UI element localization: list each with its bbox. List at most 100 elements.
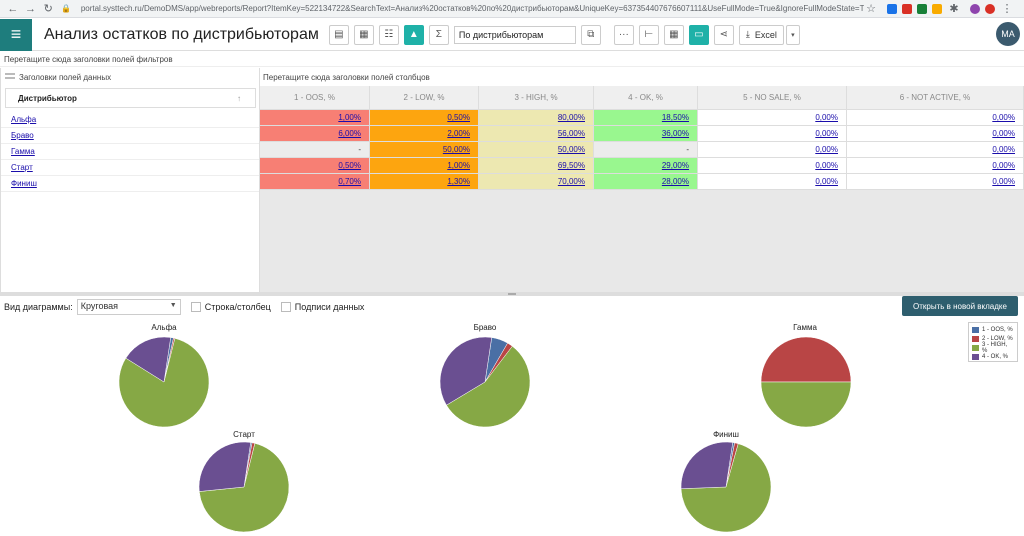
table-view-icon[interactable]: ▦ bbox=[353, 24, 374, 45]
cell-value-link[interactable]: 0,00% bbox=[992, 129, 1015, 138]
cell-value-link[interactable]: 70,00% bbox=[557, 177, 585, 186]
pie-slice[interactable] bbox=[760, 336, 852, 383]
cell-value-link[interactable]: 0,00% bbox=[992, 161, 1015, 170]
pie-slice[interactable] bbox=[760, 381, 852, 428]
pie-slice[interactable] bbox=[446, 345, 531, 428]
back-icon[interactable]: ← bbox=[7, 2, 19, 15]
data-labels-label: Подписи данных bbox=[294, 302, 365, 312]
cell-value-link[interactable]: 0,00% bbox=[992, 113, 1015, 122]
column-drop-zone[interactable]: Перетащите сюда заголовки полей столбцов bbox=[260, 68, 1024, 86]
puzzle-icon[interactable]: ✱ bbox=[949, 3, 959, 15]
column-header[interactable]: 6 - NOT ACTIVE, % bbox=[847, 86, 1024, 109]
grid-icon[interactable]: ▦ bbox=[663, 24, 684, 45]
column-header[interactable]: 2 - LOW, % bbox=[370, 86, 479, 109]
cell-value-link[interactable]: 2,00% bbox=[447, 129, 470, 138]
distributor-link[interactable]: Старт bbox=[11, 163, 33, 172]
extension-icon-1[interactable] bbox=[887, 3, 897, 14]
cell-value-link[interactable]: 0,00% bbox=[992, 177, 1015, 186]
avatar[interactable]: MA bbox=[996, 22, 1020, 46]
column-header[interactable]: 4 - OK, % bbox=[594, 86, 698, 109]
comment-icon[interactable]: ▭ bbox=[688, 24, 709, 45]
pie-slice[interactable] bbox=[439, 336, 493, 406]
pie-title-start: Старт bbox=[233, 430, 255, 439]
copy-icon[interactable]: ⧉ bbox=[580, 24, 601, 45]
cell-value-link[interactable]: 1,00% bbox=[447, 161, 470, 170]
cell-value-link[interactable]: 36,00% bbox=[661, 129, 689, 138]
row-header-distributor[interactable]: Дистрибьютор ↑ bbox=[5, 88, 256, 108]
view-select[interactable]: По дистрибьюторам bbox=[453, 25, 576, 44]
forward-icon[interactable]: → bbox=[25, 2, 37, 15]
distributor-link[interactable]: Гамма bbox=[11, 147, 35, 156]
pie-slice[interactable] bbox=[198, 441, 252, 492]
table-cell: 2,00% bbox=[370, 126, 479, 141]
cell-value-link[interactable]: 0,50% bbox=[338, 161, 361, 170]
data-fields-area[interactable]: Заголовки полей данных bbox=[1, 68, 259, 86]
extension-icon-3[interactable] bbox=[917, 3, 927, 14]
star-icon[interactable]: ☆ bbox=[866, 3, 876, 15]
distributor-link[interactable]: Альфа bbox=[11, 115, 37, 124]
cell-value-link[interactable]: 1,30% bbox=[447, 177, 470, 186]
panel-splitter[interactable] bbox=[0, 292, 1024, 296]
cell-value-link[interactable]: 80,00% bbox=[557, 113, 585, 122]
excel-export-button[interactable]: ⤓ Excel bbox=[738, 24, 784, 45]
cell-value-link[interactable]: 0,00% bbox=[992, 145, 1015, 154]
chart-icon[interactable]: ▲ bbox=[403, 24, 424, 45]
row-label: Браво bbox=[1, 128, 259, 144]
pie-slice[interactable] bbox=[198, 443, 290, 533]
column-header[interactable]: 1 - OOS, % bbox=[260, 86, 370, 109]
data-labels-checkbox[interactable] bbox=[280, 302, 291, 312]
cell-value-link[interactable]: 50,00% bbox=[557, 145, 585, 154]
menu-icon[interactable]: ≡ bbox=[0, 18, 32, 51]
cell-value-link[interactable]: 0,00% bbox=[815, 129, 838, 138]
cell-value-link[interactable]: 0,00% bbox=[815, 177, 838, 186]
extension-icon-2[interactable] bbox=[902, 3, 912, 14]
chart-type-select[interactable]: Круговая ▼ bbox=[76, 299, 181, 315]
cell-value-link[interactable]: 0,00% bbox=[815, 113, 838, 122]
column-header[interactable]: 5 - NO SALE, % bbox=[698, 86, 847, 109]
profile-icon[interactable] bbox=[970, 3, 980, 14]
cell-value-link[interactable]: 29,00% bbox=[661, 161, 689, 170]
filter-drop-zone[interactable]: Перетащите сюда заголовки полей фильтров bbox=[0, 53, 1024, 67]
cell-value-link[interactable]: 0,00% bbox=[815, 145, 838, 154]
cell-value-link[interactable]: 56,00% bbox=[557, 129, 585, 138]
more-icon[interactable]: ⋮ bbox=[1001, 3, 1013, 15]
address-bar[interactable]: portal.systtech.ru/DemoDMS/app/webreport… bbox=[80, 4, 864, 13]
table-cell: 0,00% bbox=[698, 142, 847, 157]
distributor-link[interactable]: Финиш bbox=[11, 179, 37, 188]
cell-value-link[interactable]: 69,50% bbox=[557, 161, 585, 170]
cell-value-link[interactable]: 28,00% bbox=[661, 177, 689, 186]
sum-icon[interactable]: Σ bbox=[428, 24, 449, 45]
lock-icon: 🔒 bbox=[60, 4, 71, 13]
extension-icons: ☆ ✱ ⋮ bbox=[864, 2, 1018, 16]
table-cell: 0,00% bbox=[698, 126, 847, 141]
excel-dropdown-icon[interactable]: ▾ bbox=[785, 24, 800, 45]
extension-icon-5[interactable] bbox=[985, 3, 995, 14]
cell-value-link[interactable]: 6,00% bbox=[338, 129, 361, 138]
reload-icon[interactable]: ↻ bbox=[43, 3, 53, 15]
row-fields-panel: Заголовки полей данных Дистрибьютор ↑ Ал… bbox=[0, 68, 260, 292]
cell-value-link[interactable]: 0,00% bbox=[815, 161, 838, 170]
extension-icon-4[interactable] bbox=[932, 3, 942, 14]
more-options-icon[interactable]: ··· bbox=[613, 24, 634, 45]
cell-value-link[interactable]: 50,00% bbox=[442, 145, 470, 154]
hierarchy-icon[interactable]: ⊢ bbox=[638, 24, 659, 45]
splitter-grip[interactable] bbox=[508, 293, 516, 295]
pie-slice[interactable] bbox=[118, 338, 210, 428]
pie-slice[interactable] bbox=[680, 441, 734, 489]
fields-list-icon[interactable]: ☷ bbox=[378, 24, 399, 45]
column-header[interactable]: 3 - HIGH, % bbox=[479, 86, 594, 109]
cell-value-link[interactable]: 0,70% bbox=[338, 177, 361, 186]
cell-value-link[interactable]: 18,50% bbox=[661, 113, 689, 122]
distributor-link[interactable]: Браво bbox=[11, 131, 34, 140]
cell-value: - bbox=[358, 145, 361, 154]
row-label: Старт bbox=[1, 160, 259, 176]
share-icon[interactable]: ⋖ bbox=[713, 24, 734, 45]
open-new-tab-button[interactable]: Открыть в новой вкладке bbox=[902, 296, 1018, 316]
cell-value-link[interactable]: 1,00% bbox=[338, 113, 361, 122]
report-settings-icon[interactable]: ▤ bbox=[328, 24, 349, 45]
pie-slice[interactable] bbox=[680, 443, 772, 533]
row-column-checkbox[interactable] bbox=[190, 302, 201, 312]
sort-up-icon[interactable]: ↑ bbox=[237, 93, 241, 103]
cell-value-link[interactable]: 0,50% bbox=[447, 113, 470, 122]
pie-slice[interactable] bbox=[125, 336, 172, 383]
